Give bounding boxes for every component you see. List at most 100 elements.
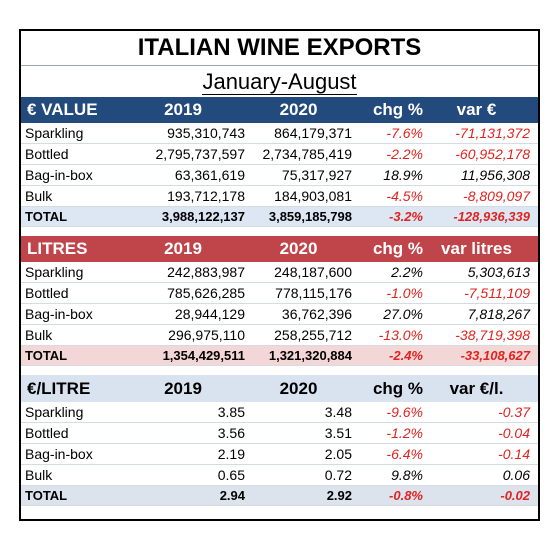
cell-col-4: -7,511,109 [464, 285, 530, 301]
cell-col-2: 3.51 [324, 425, 352, 441]
table-row: Bulk 193,712,178 184,903,081 -4.5% -8,809,09… [21, 186, 538, 207]
cell-col-3: -0.8% [389, 488, 423, 503]
cell-col-3: chg % [372, 378, 423, 398]
cell-col-3: -1.2% [386, 425, 423, 441]
cell-col-2: 864,179,371 [274, 125, 352, 141]
total-row-litres: TOTAL 1,354,429,511 1,321,320,884 -2.4% -33,… [21, 346, 538, 366]
cell-col-3: -2.4% [389, 348, 423, 363]
cell-col-3: -3.2% [389, 209, 423, 224]
cell-col-4: -0.14 [498, 446, 530, 462]
table-row: Bag-in-box 2.19 2.05 -6.4% -0.14 [21, 444, 538, 465]
table-row: Bag-in-box 28,944,129 36,762,396 27.0% 7,818… [21, 304, 538, 325]
cell-col-3: -9.6% [386, 404, 423, 420]
cell-col-0: LITRES [27, 239, 88, 258]
cell-col-0: Bag-in-box [25, 167, 93, 183]
cell-col-3: 27.0% [383, 306, 423, 322]
cell-col-1: 2019 [164, 239, 202, 258]
cell-col-0: € VALUE [27, 100, 98, 119]
cell-col-4: -0.04 [498, 425, 530, 441]
cell-col-1: 2.94 [219, 488, 245, 503]
cell-col-0: Bottled [25, 285, 69, 301]
cell-col-4: 7,818,267 [467, 306, 530, 322]
cell-col-0: €/LITRE [27, 378, 91, 398]
cell-col-3: -1.0% [386, 285, 423, 301]
cell-col-1: 935,310,743 [167, 125, 245, 141]
wine-exports-table: ITALIAN WINE EXPORTS January-August € VA… [19, 29, 540, 521]
cell-col-3: -4.5% [386, 188, 423, 204]
cell-col-1: 63,361,619 [174, 167, 245, 183]
cell-col-4: var € [456, 100, 497, 119]
section-gap [21, 227, 538, 236]
table-row: Bulk 0.65 0.72 9.8% 0.06 [21, 465, 538, 486]
cell-col-1: 28,944,129 [174, 306, 245, 322]
cell-col-2: 2.92 [326, 488, 352, 503]
cell-col-4: -71,131,372 [455, 125, 530, 141]
cell-col-0: TOTAL [25, 348, 68, 363]
cell-col-1: 193,712,178 [167, 188, 245, 204]
cell-col-3: -6.4% [386, 446, 423, 462]
cell-col-3: chg % [372, 239, 423, 258]
cell-col-4: var litres [441, 239, 512, 258]
table-row: Bulk 296,975,110 258,255,712 -13.0% -38,719,… [21, 325, 538, 346]
cell-col-2: 2020 [279, 239, 318, 258]
cell-col-0: Bag-in-box [25, 306, 93, 322]
cell-col-1: 2.19 [217, 446, 245, 462]
section-gap [21, 366, 538, 375]
cell-col-0: Sparkling [25, 264, 84, 280]
cell-col-2: 2020 [279, 100, 318, 119]
table-title: ITALIAN WINE EXPORTS [21, 31, 538, 66]
cell-col-0: Bulk [25, 327, 53, 343]
cell-col-0: TOTAL [25, 209, 68, 224]
section-header-litres: LITRES 2019 2020 chg % var litres [21, 236, 538, 262]
table-subtitle-wrap: January-August [21, 66, 538, 97]
cell-col-1: 3.85 [217, 404, 245, 420]
cell-col-2: 3.48 [324, 404, 352, 420]
total-row-value: TOTAL 3,988,122,137 3,859,185,798 -3.2% -128… [21, 207, 538, 227]
cell-col-3: chg % [372, 100, 423, 119]
cell-col-1: 3.56 [217, 425, 245, 441]
cell-col-1: 1,354,429,511 [162, 348, 245, 363]
table-row: Sparkling 242,883,987 248,187,600 2.2% 5,303… [21, 262, 538, 283]
table-row: Bottled 2,795,737,597 2,734,785,419 -2.2% -6… [21, 144, 538, 165]
cell-col-2: 184,903,081 [274, 188, 352, 204]
cell-col-2: 0.72 [324, 467, 352, 483]
cell-col-0: Bulk [25, 467, 53, 483]
cell-col-2: 2020 [279, 378, 318, 398]
cell-col-1: 242,883,987 [167, 264, 245, 280]
cell-col-3: -13.0% [378, 327, 423, 343]
table-row: Bottled 785,626,285 778,115,176 -1.0% -7,511… [21, 283, 538, 304]
cell-col-1: 2019 [164, 100, 202, 119]
cell-col-0: Bottled [25, 146, 69, 162]
cell-col-0: Bag-in-box [25, 446, 93, 462]
table-row: Bottled 3.56 3.51 -1.2% -0.04 [21, 423, 538, 444]
cell-col-1: 3,988,122,137 [161, 209, 245, 224]
cell-col-4: 5,303,613 [467, 264, 530, 280]
table-row: Bag-in-box 63,361,619 75,317,927 18.9% 11,95… [21, 165, 538, 186]
cell-col-3: 9.8% [391, 467, 423, 483]
cell-col-3: 2.2% [391, 264, 423, 280]
cell-col-4: -8,809,097 [463, 188, 530, 204]
cell-col-4: -0.37 [498, 404, 530, 420]
cell-col-4: var €/l. [449, 378, 504, 398]
cell-col-4: -33,108,627 [460, 348, 530, 363]
cell-col-1: 0.65 [217, 467, 245, 483]
section-header-price-per-litre: €/LITRE 2019 2020 chg % var €/l. [21, 375, 538, 402]
cell-col-3: -2.2% [386, 146, 423, 162]
table-subtitle: January-August [202, 69, 357, 95]
cell-col-1: 2019 [164, 378, 202, 398]
cell-col-2: 2,734,785,419 [262, 146, 352, 162]
cell-col-2: 1,321,320,884 [268, 348, 352, 363]
cell-col-1: 785,626,285 [167, 285, 245, 301]
cell-col-0: Sparkling [25, 125, 84, 141]
cell-col-0: Bottled [25, 425, 69, 441]
cell-col-2: 36,762,396 [281, 306, 352, 322]
cell-col-2: 258,255,712 [274, 327, 352, 343]
cell-col-1: 2,795,737,597 [155, 146, 245, 162]
cell-col-4: 11,956,308 [460, 167, 530, 183]
cell-col-2: 2.05 [324, 446, 352, 462]
cell-col-3: -7.6% [386, 125, 423, 141]
cell-col-4: -0.02 [500, 488, 530, 503]
cell-col-1: 296,975,110 [168, 327, 245, 343]
cell-col-4: -38,719,398 [455, 327, 530, 343]
cell-col-0: Bulk [25, 188, 53, 204]
